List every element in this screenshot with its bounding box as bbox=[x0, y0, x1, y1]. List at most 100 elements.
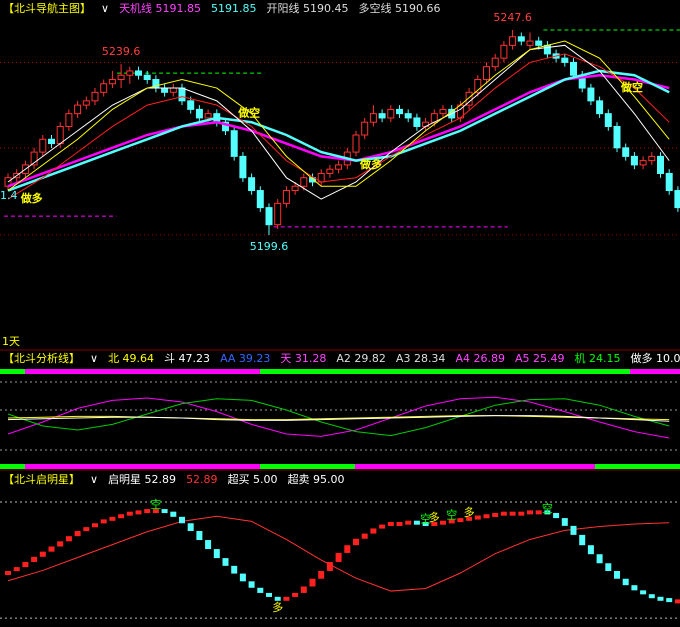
star-bar bbox=[570, 525, 577, 535]
candle-body bbox=[265, 207, 273, 226]
candle-body bbox=[204, 113, 212, 119]
status-band bbox=[355, 464, 595, 469]
header-item: ∨ bbox=[90, 473, 98, 486]
star-bar bbox=[657, 596, 664, 601]
star-bar bbox=[5, 571, 11, 575]
star-bar bbox=[605, 563, 612, 571]
star-bar bbox=[405, 520, 412, 525]
star-signal: 多 bbox=[464, 505, 475, 519]
header-item: 做多 10.00 bbox=[630, 351, 680, 365]
candle-body bbox=[230, 130, 238, 157]
star-bar bbox=[579, 534, 586, 546]
candle-body bbox=[500, 44, 508, 59]
star-bar bbox=[239, 573, 246, 582]
candle-body bbox=[56, 125, 64, 145]
header-item: 机 24.15 bbox=[574, 351, 620, 365]
header-item: 52.89 bbox=[186, 473, 218, 486]
star-bar bbox=[596, 554, 603, 564]
candle-body bbox=[178, 87, 186, 102]
candle-body bbox=[474, 78, 482, 93]
star-bar bbox=[135, 510, 142, 515]
header-item: AA 39.23 bbox=[220, 352, 270, 365]
oscillator-line bbox=[7, 415, 670, 421]
candle-body bbox=[665, 172, 673, 192]
star-bar bbox=[309, 578, 316, 587]
star-bar bbox=[83, 527, 90, 532]
signal-label: 做多 bbox=[20, 191, 43, 205]
star-bar bbox=[335, 552, 342, 562]
header-item: 5191.85 bbox=[211, 2, 257, 15]
star-signal: 空 bbox=[542, 501, 553, 515]
candle-body bbox=[48, 138, 55, 145]
star-bar bbox=[318, 571, 325, 579]
star-bar bbox=[13, 567, 20, 572]
candle-body bbox=[108, 78, 116, 85]
candle-body bbox=[509, 36, 517, 46]
candle-body bbox=[648, 155, 656, 162]
star-signal: 空 bbox=[150, 497, 161, 511]
star-bar bbox=[448, 519, 455, 524]
ma-line bbox=[7, 69, 670, 192]
star-bar bbox=[387, 521, 394, 526]
star-bar bbox=[65, 536, 72, 542]
star-bar bbox=[648, 594, 655, 599]
star-signal: 空 bbox=[420, 511, 431, 525]
candle-body bbox=[517, 36, 525, 42]
ma-line bbox=[7, 53, 670, 200]
candle-body bbox=[404, 113, 412, 119]
candle-body bbox=[352, 134, 360, 153]
candle-body bbox=[335, 164, 343, 170]
star-bar bbox=[370, 528, 377, 534]
star-bar bbox=[361, 533, 368, 539]
candle-body bbox=[187, 100, 195, 110]
candle-body bbox=[622, 147, 630, 157]
star-bar bbox=[231, 565, 238, 574]
header-item: 北 49.64 bbox=[108, 352, 154, 365]
star-bar bbox=[640, 590, 647, 595]
star-bar bbox=[170, 511, 177, 517]
star-bar bbox=[222, 558, 229, 566]
star-bar bbox=[666, 598, 673, 603]
star-bar bbox=[535, 510, 542, 515]
header-item: 【北斗启明星】 bbox=[3, 473, 80, 486]
star-bar bbox=[300, 586, 307, 593]
star-bar bbox=[431, 521, 438, 526]
star-bar bbox=[466, 516, 473, 521]
status-band bbox=[260, 464, 355, 469]
star-signal: 空 bbox=[446, 507, 457, 521]
star-bar bbox=[440, 520, 446, 525]
header-item: A2 29.82 bbox=[336, 352, 386, 365]
star-bar bbox=[553, 512, 560, 519]
candle-body bbox=[639, 160, 647, 166]
candle-body bbox=[126, 70, 134, 76]
status-band bbox=[260, 369, 630, 374]
candle-body bbox=[604, 113, 612, 127]
star-bar bbox=[492, 512, 499, 517]
header-item: 多空线 5190.66 bbox=[359, 1, 441, 15]
signal-label: 做多 bbox=[359, 157, 382, 171]
candle-body bbox=[326, 168, 334, 174]
candle-body bbox=[161, 87, 169, 93]
candle-body bbox=[222, 121, 229, 132]
star-bar bbox=[509, 511, 516, 516]
star-bar bbox=[126, 511, 133, 516]
status-band bbox=[595, 464, 680, 469]
star-bar bbox=[213, 549, 220, 559]
star-bar bbox=[274, 596, 281, 601]
star-signal: 多 bbox=[429, 510, 440, 524]
candle-body bbox=[491, 57, 499, 68]
status-band bbox=[25, 464, 355, 469]
star-bar bbox=[674, 599, 680, 604]
star-bar bbox=[187, 523, 194, 532]
header-item: A4 26.89 bbox=[455, 352, 505, 365]
star-bar bbox=[413, 520, 420, 525]
candle-body bbox=[256, 190, 264, 209]
candle-body bbox=[248, 177, 256, 192]
star-bar bbox=[544, 510, 551, 515]
star-bar bbox=[500, 511, 507, 516]
star-bar bbox=[344, 545, 351, 553]
high-label: 5247.6 bbox=[493, 11, 532, 24]
star-bar bbox=[39, 551, 46, 557]
star-bar bbox=[474, 515, 481, 520]
